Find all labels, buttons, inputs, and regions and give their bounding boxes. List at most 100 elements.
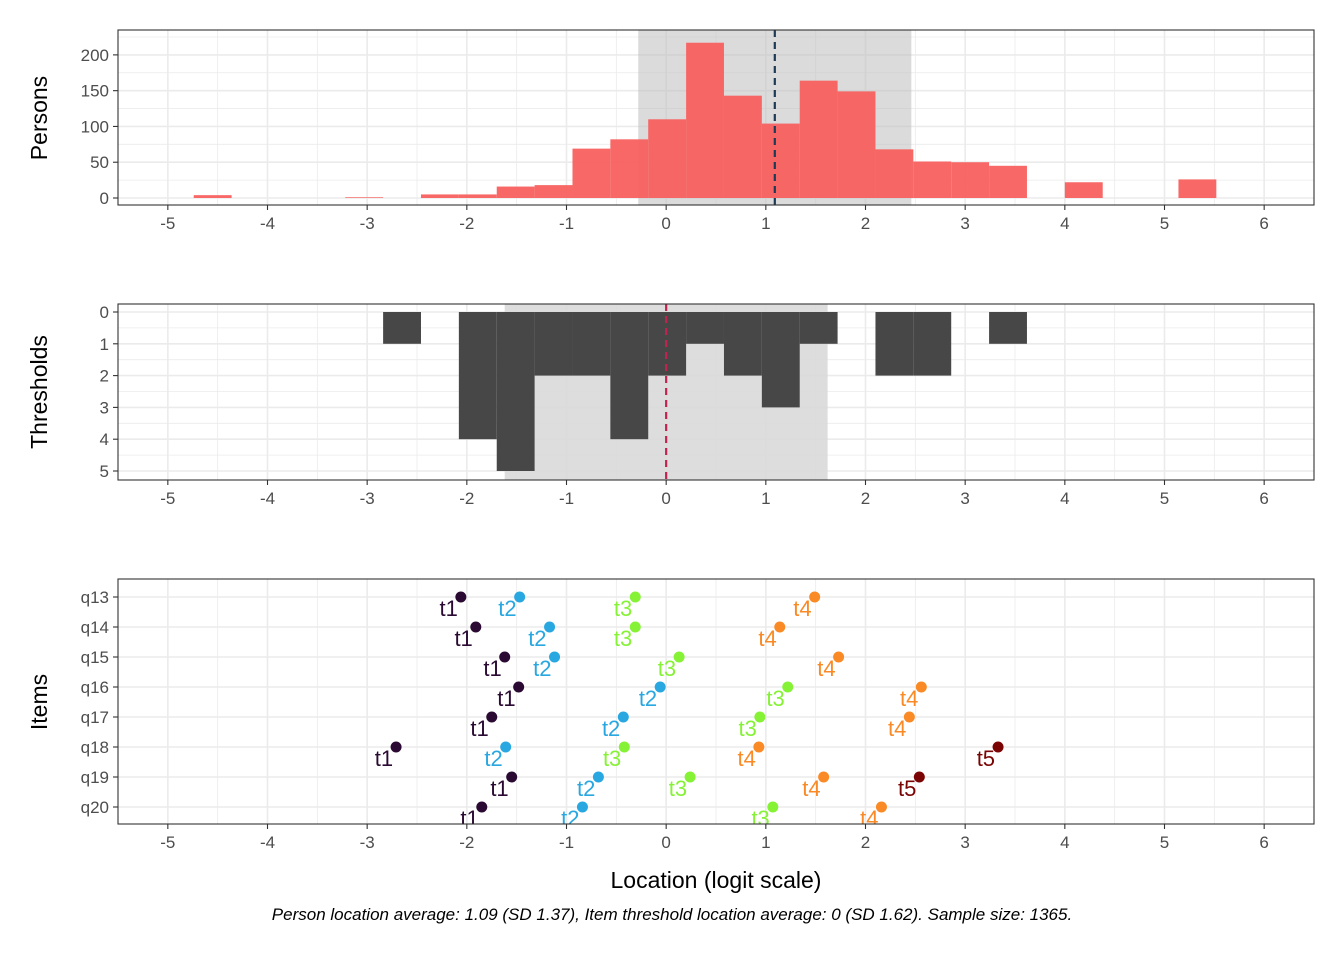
x-tick-label: 3 [960,833,969,852]
threshold-histogram-bar [534,312,573,376]
x-tick-label: 5 [1160,833,1169,852]
x-tick-label: 6 [1259,489,1268,508]
x-tick-label: 6 [1259,833,1268,852]
item-tick-label: q18 [81,738,109,757]
y-tick-label: 2 [100,367,109,386]
x-tick-label: 5 [1160,489,1169,508]
person-histogram-bar [193,195,232,198]
item-threshold-point [476,801,488,813]
x-tick-label: 2 [861,489,870,508]
item-threshold-point [767,801,779,813]
item-threshold-label: t4 [802,776,820,801]
person-histogram-bar [761,123,800,198]
person-histogram-bar [799,80,838,198]
item-threshold-label: t1 [460,806,478,831]
item-threshold-label: t3 [751,806,769,831]
item-tick-label: q20 [81,798,109,817]
person-histogram-bar [458,194,497,198]
item-threshold-label: t4 [817,656,835,681]
item-tick-label: q14 [81,618,109,637]
person-histogram-bar [345,197,384,198]
item-threshold-point [753,741,765,753]
threshold-histogram-bar [913,312,952,376]
x-tick-label: -5 [160,214,175,233]
x-tick-label: -3 [360,833,375,852]
item-threshold-label: t2 [528,626,546,651]
person-histogram-bar [534,185,573,198]
item-threshold-label: t4 [900,686,918,711]
item-threshold-label: t5 [898,776,916,801]
y-tick-label: 200 [81,46,109,65]
y-tick-label: 100 [81,117,109,136]
threshold-histogram-bar [383,312,421,344]
item-threshold-label: t1 [497,686,515,711]
item-threshold-label: t2 [577,776,595,801]
threshold-histogram-bar [799,312,838,344]
x-tick-label: -1 [559,214,574,233]
item-threshold-point [833,651,845,663]
item-threshold-point [992,741,1004,753]
threshold-histogram-bar [496,312,535,471]
item-threshold-point [629,621,641,633]
x-tick-label: 3 [960,489,969,508]
item-threshold-label: t4 [793,596,811,621]
item-threshold-label: t1 [470,716,488,741]
item-threshold-point [470,621,482,633]
item-threshold-point [486,711,498,723]
item-threshold-point [500,741,512,753]
item-threshold-label: t1 [375,746,393,771]
x-tick-label: -4 [260,489,275,508]
item-threshold-point [913,771,925,783]
person-histogram-bar [572,148,611,198]
item-threshold-point [499,651,511,663]
threshold-histogram-bar [875,312,914,376]
item-threshold-label: t3 [738,716,756,741]
item-threshold-point [514,591,526,603]
item-threshold-point [617,711,629,723]
item-tick-label: q17 [81,708,109,727]
x-tick-label: 4 [1060,214,1069,233]
x-tick-label: -5 [160,489,175,508]
item-threshold-point [774,621,786,633]
person-histogram-bar [951,162,990,198]
x-tick-label: 1 [761,833,770,852]
threshold-histogram-bar [989,312,1027,344]
item-tick-label: q19 [81,768,109,787]
item-threshold-point [915,681,927,693]
item-threshold-point [673,651,685,663]
y-tick-label: 150 [81,82,109,101]
threshold-histogram-bar [686,312,724,344]
item-threshold-label: t1 [483,656,501,681]
x-tick-label: 3 [960,214,969,233]
person-histogram-bar [686,42,724,199]
thresholds-panel-border [117,303,1315,481]
thresholds-axis-title: Thresholds [26,335,52,449]
item-threshold-label: t2 [639,686,657,711]
item-threshold-label: t3 [658,656,676,681]
y-tick-label: 5 [100,462,109,481]
x-tick-label: 5 [1160,214,1169,233]
item-threshold-label: t2 [602,716,620,741]
person-histogram-bar [496,186,535,198]
x-tick-label: 1 [761,214,770,233]
y-tick-label: 50 [90,153,109,172]
item-threshold-label: t2 [498,596,516,621]
person-histogram-bar [648,119,687,198]
x-tick-label: -2 [459,489,474,508]
item-threshold-point [818,771,830,783]
item-threshold-label: t1 [490,776,508,801]
person-histogram-bar [875,149,914,198]
item-threshold-label: t2 [561,806,579,831]
item-threshold-label: t1 [454,626,472,651]
item-threshold-point [576,801,588,813]
item-threshold-point [544,621,556,633]
item-threshold-point [629,591,641,603]
x-tick-label: 0 [661,833,670,852]
x-tick-label: -3 [360,489,375,508]
person-histogram-bar [989,165,1027,198]
item-threshold-label: t3 [614,596,632,621]
item-threshold-point [618,741,630,753]
person-histogram-bar [610,139,649,198]
